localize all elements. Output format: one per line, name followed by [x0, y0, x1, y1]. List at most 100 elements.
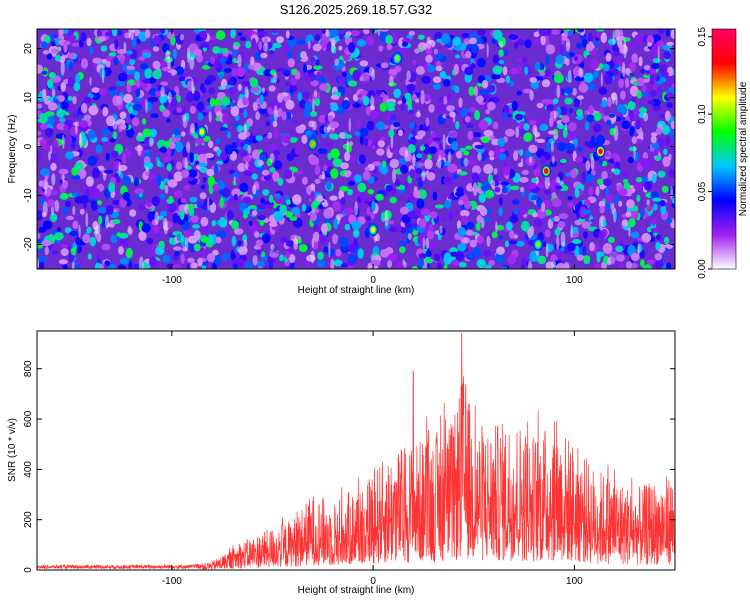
heatmap-cell: [131, 117, 140, 127]
heatmap-cell: [97, 207, 107, 214]
heatmap-cell: [477, 29, 486, 36]
heatmap-cell: [63, 40, 71, 46]
x-tick-label: 0: [370, 275, 376, 286]
heatmap-cell: [432, 83, 442, 90]
heatmap-cell: [629, 41, 635, 50]
heatmap-cell: [453, 63, 459, 75]
heatmap-cell: [447, 163, 458, 173]
heatmap-cell: [512, 199, 520, 205]
heatmap-cell: [82, 234, 91, 244]
heatmap-cell: [503, 111, 508, 120]
heatmap-cell: [565, 172, 571, 177]
heatmap-cell: [536, 197, 543, 208]
heatmap-cell: [82, 135, 87, 145]
heatmap-cell: [541, 98, 552, 104]
heatmap-cell: [514, 113, 524, 121]
heatmap-cell: [208, 233, 213, 245]
heatmap-cell: [393, 121, 401, 128]
heatmap-cell: [605, 201, 611, 212]
heatmap-cell: [222, 113, 229, 124]
heatmap-cell: [89, 236, 97, 247]
heatmap-cell: [200, 216, 209, 227]
heatmap-cell: [556, 176, 561, 184]
heatmap-cell: [251, 37, 257, 49]
heatmap-cell: [311, 201, 319, 210]
heatmap-cell: [159, 94, 168, 104]
heatmap-cell: [267, 132, 273, 139]
heatmap-cell: [493, 173, 499, 183]
heatmap-cell: [542, 241, 548, 247]
heatmap-cell: [647, 226, 652, 233]
heatmap-cell: [276, 36, 284, 44]
heatmap-cell: [173, 128, 181, 136]
heatmap-xlabel: Height of straight line (km): [298, 285, 415, 296]
heatmap-cell: [625, 67, 631, 75]
heatmap-cell: [57, 95, 65, 102]
heatmap-cell: [556, 249, 562, 259]
heatmap-cell: [116, 95, 123, 105]
heatmap-cell: [622, 178, 629, 184]
heatmap-cell: [74, 162, 84, 171]
heatmap-cell: [521, 56, 528, 64]
heatmap-cell: [184, 203, 189, 215]
heatmap-cell: [116, 232, 122, 237]
heatmap-cell: [598, 63, 604, 70]
y-tick-label: 0: [23, 143, 34, 149]
heatmap-cell: [186, 47, 191, 63]
heatmap-cell: [364, 197, 375, 202]
heatmap-cell: [243, 155, 251, 163]
heatmap-cell: [582, 245, 587, 256]
heatmap-cell: [565, 58, 570, 66]
heatmap-cell: [476, 258, 486, 269]
heatmap-cell: [238, 246, 248, 255]
heatmap-cell: [159, 193, 166, 200]
heatmap-cell: [481, 79, 489, 89]
heatmap-cell: [123, 175, 131, 186]
heatmap-cell: [50, 48, 59, 54]
heatmap-cell: [68, 103, 73, 115]
heatmap-cell: [407, 139, 418, 144]
heatmap-cell: [167, 179, 178, 188]
heatmap-cell: [188, 169, 198, 178]
heatmap-cell: [219, 57, 227, 66]
heatmap-cell: [117, 264, 126, 269]
heatmap-cell: [37, 131, 42, 136]
heatmap-cell: [486, 43, 489, 58]
heatmap-cell: [118, 72, 128, 82]
heatmap-cell: [63, 124, 69, 131]
heatmap-cell: [465, 253, 475, 261]
heatmap-cell: [427, 229, 434, 240]
heatmap-cell: [310, 191, 315, 202]
heatmap-cell: [160, 146, 167, 153]
heatmap-cell: [562, 127, 568, 138]
heatmap-cell: [529, 77, 538, 83]
heatmap-cell: [307, 40, 311, 50]
heatmap-cell: [635, 119, 641, 130]
heatmap-cell: [560, 231, 566, 248]
heatmap-cell: [316, 71, 322, 80]
heatmap-cell: [459, 147, 467, 153]
heatmap-cell: [157, 174, 162, 186]
heatmap-cell: [51, 41, 56, 47]
heatmap-cell: [563, 185, 569, 191]
heatmap-cell: [367, 189, 375, 195]
heatmap-cell: [44, 181, 48, 194]
heatmap-cell: [75, 73, 81, 84]
heatmap-cell: [250, 56, 255, 66]
heatmap-cell: [89, 76, 92, 86]
heatmap-cell: [80, 32, 87, 42]
line-x-axis: -100 0 100: [162, 331, 583, 587]
heatmap-cell: [568, 122, 577, 132]
heatmap-cell: [114, 38, 119, 50]
heatmap-cell: [199, 167, 208, 174]
heatmap-cell: [152, 46, 160, 52]
heatmap-cell: [112, 131, 118, 140]
heatmap-cell: [581, 171, 587, 183]
heatmap-cell: [184, 157, 188, 170]
heatmap-cell: [313, 221, 319, 232]
heatmap-cell: [254, 231, 260, 238]
heatmap-cell: [546, 141, 553, 152]
heatmap-cell: [129, 209, 137, 217]
heatmap-cell: [492, 65, 503, 75]
x-tick-label: -100: [162, 576, 182, 587]
